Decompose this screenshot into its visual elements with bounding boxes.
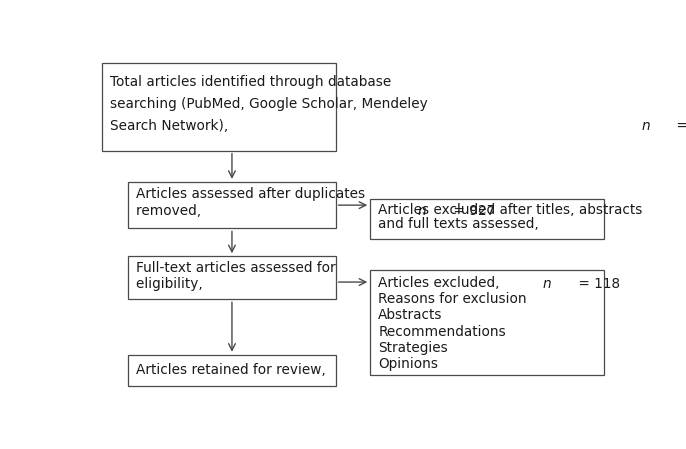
Text: Search Network),: Search Network), xyxy=(110,119,233,133)
Text: and full texts assessed,: and full texts assessed, xyxy=(378,217,543,231)
Text: n: n xyxy=(641,119,650,133)
Text: Recommendations: Recommendations xyxy=(378,325,506,339)
Text: Articles retained for review,: Articles retained for review, xyxy=(137,363,331,377)
Text: = 927: = 927 xyxy=(449,204,495,218)
Text: Opinions: Opinions xyxy=(378,357,438,371)
Text: = 118: = 118 xyxy=(574,277,620,291)
Bar xyxy=(102,62,335,151)
Text: eligibility,: eligibility, xyxy=(137,277,207,291)
Text: = 939: = 939 xyxy=(672,119,686,133)
Text: Reasons for exclusion: Reasons for exclusion xyxy=(378,292,527,306)
Text: searching (PubMed, Google Scholar, Mendeley: searching (PubMed, Google Scholar, Mende… xyxy=(110,97,427,111)
Text: n: n xyxy=(418,204,426,218)
Bar xyxy=(370,199,604,239)
Text: n: n xyxy=(543,277,552,291)
Bar xyxy=(128,182,335,229)
Text: Abstracts: Abstracts xyxy=(378,308,442,322)
Text: Total articles identified through database: Total articles identified through databa… xyxy=(110,75,391,89)
Bar xyxy=(128,256,335,299)
Bar xyxy=(370,270,604,375)
Text: removed,: removed, xyxy=(137,204,206,218)
Text: Strategies: Strategies xyxy=(378,341,448,355)
Text: Full-text articles assessed for: Full-text articles assessed for xyxy=(137,261,336,275)
Bar xyxy=(128,355,335,386)
Text: Articles excluded,: Articles excluded, xyxy=(378,276,504,290)
Text: Articles assessed after duplicates: Articles assessed after duplicates xyxy=(137,187,366,201)
Text: Articles excluded after titles, abstracts: Articles excluded after titles, abstract… xyxy=(378,202,643,217)
